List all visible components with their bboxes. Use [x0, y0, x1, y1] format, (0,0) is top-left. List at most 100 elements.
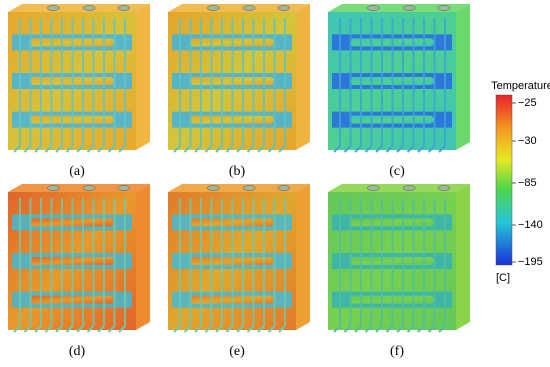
nozzle: [367, 5, 380, 11]
fin-foot: [55, 145, 63, 153]
panel: (d): [8, 184, 150, 359]
panel-label: (a): [69, 164, 85, 179]
box-top: [8, 184, 150, 192]
fin-foot: [86, 325, 95, 333]
fin-foot: [278, 145, 286, 153]
fin-foot: [375, 145, 383, 153]
fin-foot: [406, 145, 415, 153]
fin-foot: [76, 145, 84, 153]
fin-foot: [76, 325, 84, 333]
colorbar-title: Temperature: [491, 80, 550, 92]
fin-foot: [427, 325, 436, 333]
box-side: [456, 4, 470, 150]
fin-foot: [23, 145, 32, 153]
colorbar-scale: [495, 94, 513, 266]
nozzle: [277, 185, 291, 191]
fin-foot: [385, 145, 394, 153]
fin-foot: [97, 325, 105, 333]
box-top: [168, 184, 310, 192]
fin-foot: [246, 325, 255, 333]
fin-foot: [438, 325, 446, 333]
box-top: [168, 4, 310, 12]
fin-foot: [44, 325, 53, 333]
fin-foot: [204, 145, 213, 153]
box-top: [328, 4, 470, 12]
nozzle: [437, 5, 451, 11]
colorbar-tick-label: −30: [518, 135, 537, 147]
nozzle: [402, 185, 416, 191]
nozzle: [47, 185, 60, 191]
fin-foot: [267, 145, 276, 153]
box-side: [136, 4, 150, 150]
nozzle: [277, 5, 291, 11]
fin-foot: [107, 145, 116, 153]
fin-foot: [225, 145, 234, 153]
panel-label: (c): [389, 164, 405, 179]
fin-foot: [438, 145, 446, 153]
fin-foot: [333, 145, 341, 153]
fin-foot: [173, 145, 181, 153]
panel-label: (e): [229, 344, 245, 359]
fin-foot: [118, 325, 126, 333]
fin-foot: [343, 145, 352, 153]
nozzle: [437, 185, 451, 191]
fin-foot: [257, 145, 265, 153]
fin-foot: [194, 325, 202, 333]
nozzle: [117, 185, 131, 191]
colorbar-tick-label: −195: [518, 256, 543, 268]
fin-foot: [236, 325, 244, 333]
fin-foot: [343, 325, 352, 333]
nozzle: [82, 5, 96, 11]
colorbar-tick-label: −25: [518, 97, 537, 109]
box-side: [136, 184, 150, 330]
panel: (f): [328, 184, 470, 359]
box-side: [296, 4, 310, 150]
panel-label: (f): [390, 344, 404, 359]
fin-foot: [417, 325, 425, 333]
fin-foot: [65, 325, 74, 333]
fin-foot: [44, 145, 53, 153]
panel: (c): [328, 4, 470, 179]
panel-label: (d): [69, 344, 86, 359]
fin-foot: [86, 145, 95, 153]
fin-foot: [13, 145, 21, 153]
nozzle: [367, 185, 380, 191]
fin-foot: [215, 145, 223, 153]
fin-foot: [118, 145, 126, 153]
nozzle: [117, 5, 131, 11]
fin-foot: [406, 325, 415, 333]
panel: (b): [168, 4, 310, 179]
fin-foot: [225, 325, 234, 333]
fin-foot: [396, 325, 404, 333]
fin-foot: [364, 325, 373, 333]
fin-foot: [107, 325, 116, 333]
fin-foot: [427, 145, 436, 153]
panel: (e): [168, 184, 310, 359]
fin-foot: [354, 325, 362, 333]
fin-foot: [34, 145, 42, 153]
fin-foot: [23, 325, 32, 333]
fin-foot: [55, 325, 63, 333]
fin-foot: [65, 145, 74, 153]
box-top: [8, 4, 150, 12]
fin-foot: [278, 325, 286, 333]
fin-foot: [215, 325, 223, 333]
fin-foot: [417, 145, 425, 153]
fin-foot: [183, 325, 192, 333]
fin-foot: [183, 145, 192, 153]
fin-foot: [204, 325, 213, 333]
nozzle: [82, 185, 96, 191]
fin-foot: [173, 325, 181, 333]
box-side: [296, 184, 310, 330]
fin-foot: [354, 145, 362, 153]
nozzle: [402, 5, 416, 11]
box-side: [456, 184, 470, 330]
colorbar-tick-label: −140: [518, 219, 543, 231]
colorbar: Temperature [C] −25 −30 −85 −140 −195: [491, 80, 550, 284]
nozzle: [242, 185, 256, 191]
fin-foot: [97, 145, 105, 153]
nozzle: [207, 5, 220, 11]
fin-foot: [34, 325, 42, 333]
fin-foot: [333, 325, 341, 333]
